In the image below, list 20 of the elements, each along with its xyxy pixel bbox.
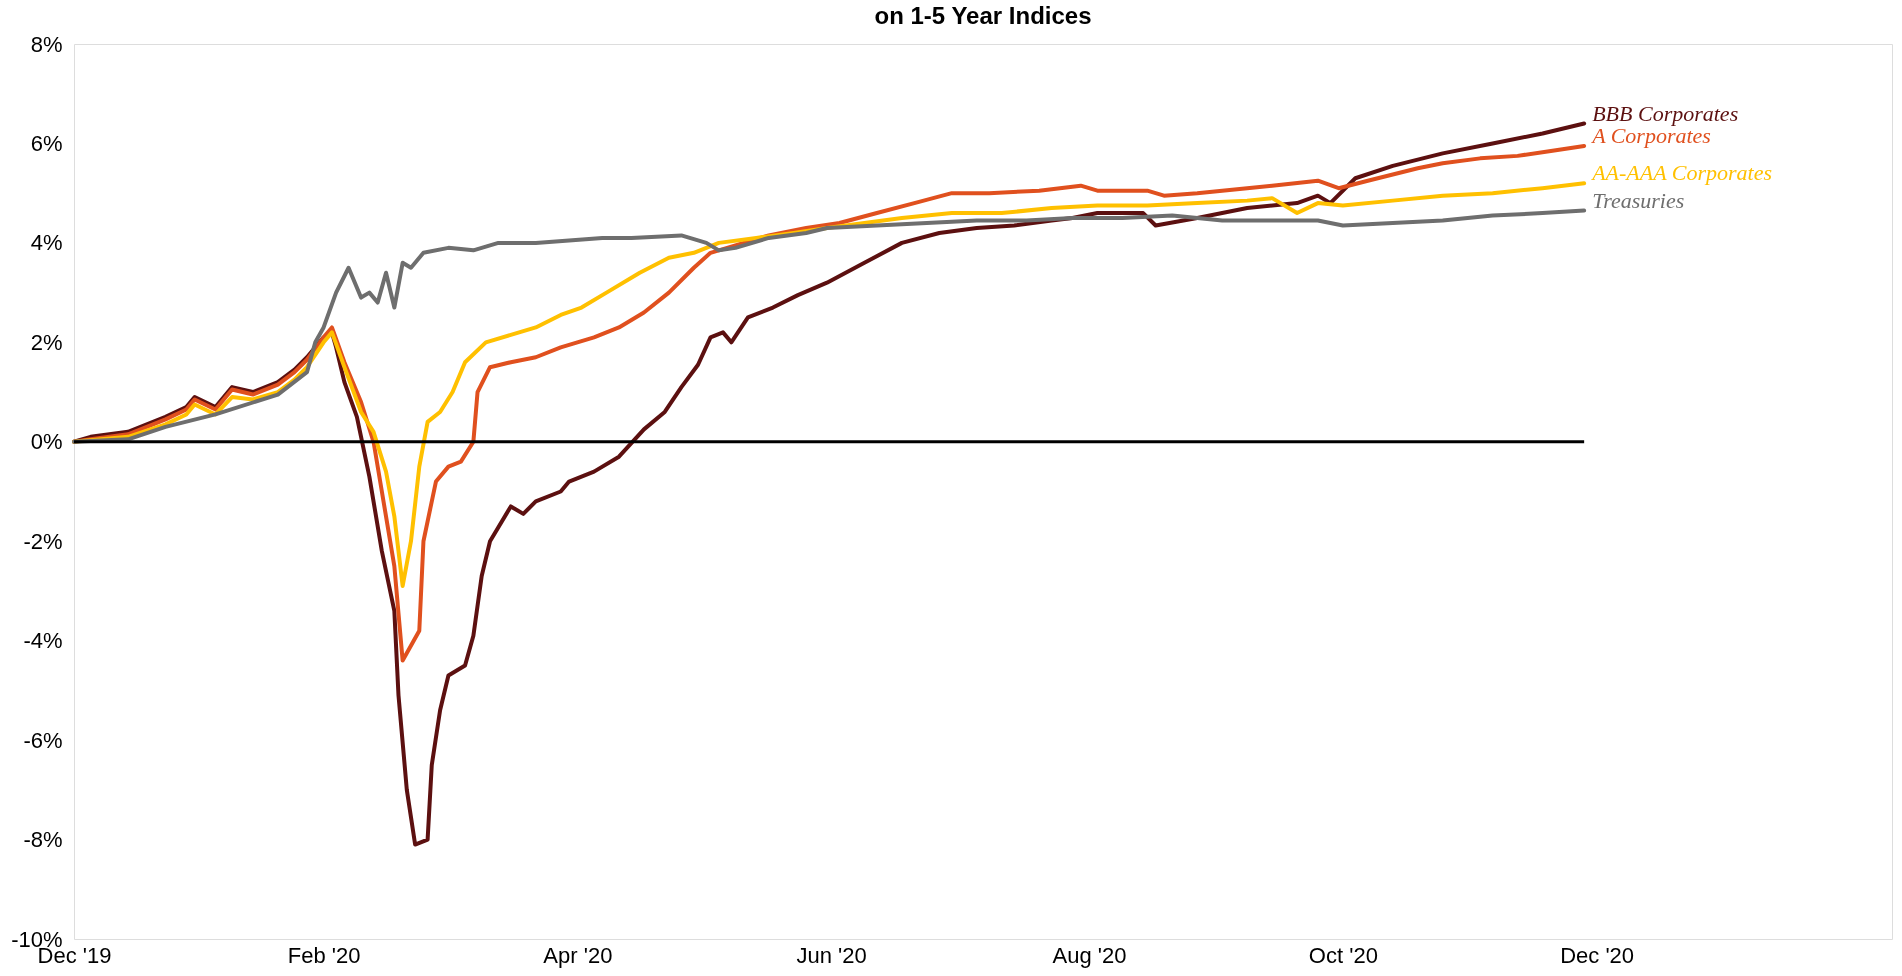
chart-title: on 1-5 Year Indices: [874, 2, 1092, 29]
y-tick-label: -4%: [23, 628, 63, 654]
series-label: AA-AAA Corporates: [1590, 160, 1773, 186]
y-tick-label: -6%: [23, 727, 63, 753]
y-tick-label: 6%: [30, 130, 63, 156]
x-tick-label: Jun '20: [796, 942, 867, 968]
series-label: Treasuries: [1592, 187, 1685, 213]
x-tick-label: Dec '20: [1560, 942, 1635, 968]
x-tick-label: Aug '20: [1052, 942, 1127, 968]
y-tick-label: -8%: [23, 827, 63, 853]
x-tick-label: Oct '20: [1308, 942, 1378, 968]
line-series: [72, 208, 1587, 444]
y-tick-label: -2%: [23, 528, 63, 554]
y-tick-label: 2%: [30, 329, 63, 355]
series-label: BBB Corporates: [1592, 100, 1739, 126]
y-tick-label: 0%: [30, 429, 63, 455]
y-tick-label: 4%: [30, 230, 63, 256]
x-tick-label: Feb '20: [287, 942, 361, 968]
y-tick-label: 8%: [30, 31, 63, 57]
x-tick-label: Apr '20: [543, 942, 613, 968]
